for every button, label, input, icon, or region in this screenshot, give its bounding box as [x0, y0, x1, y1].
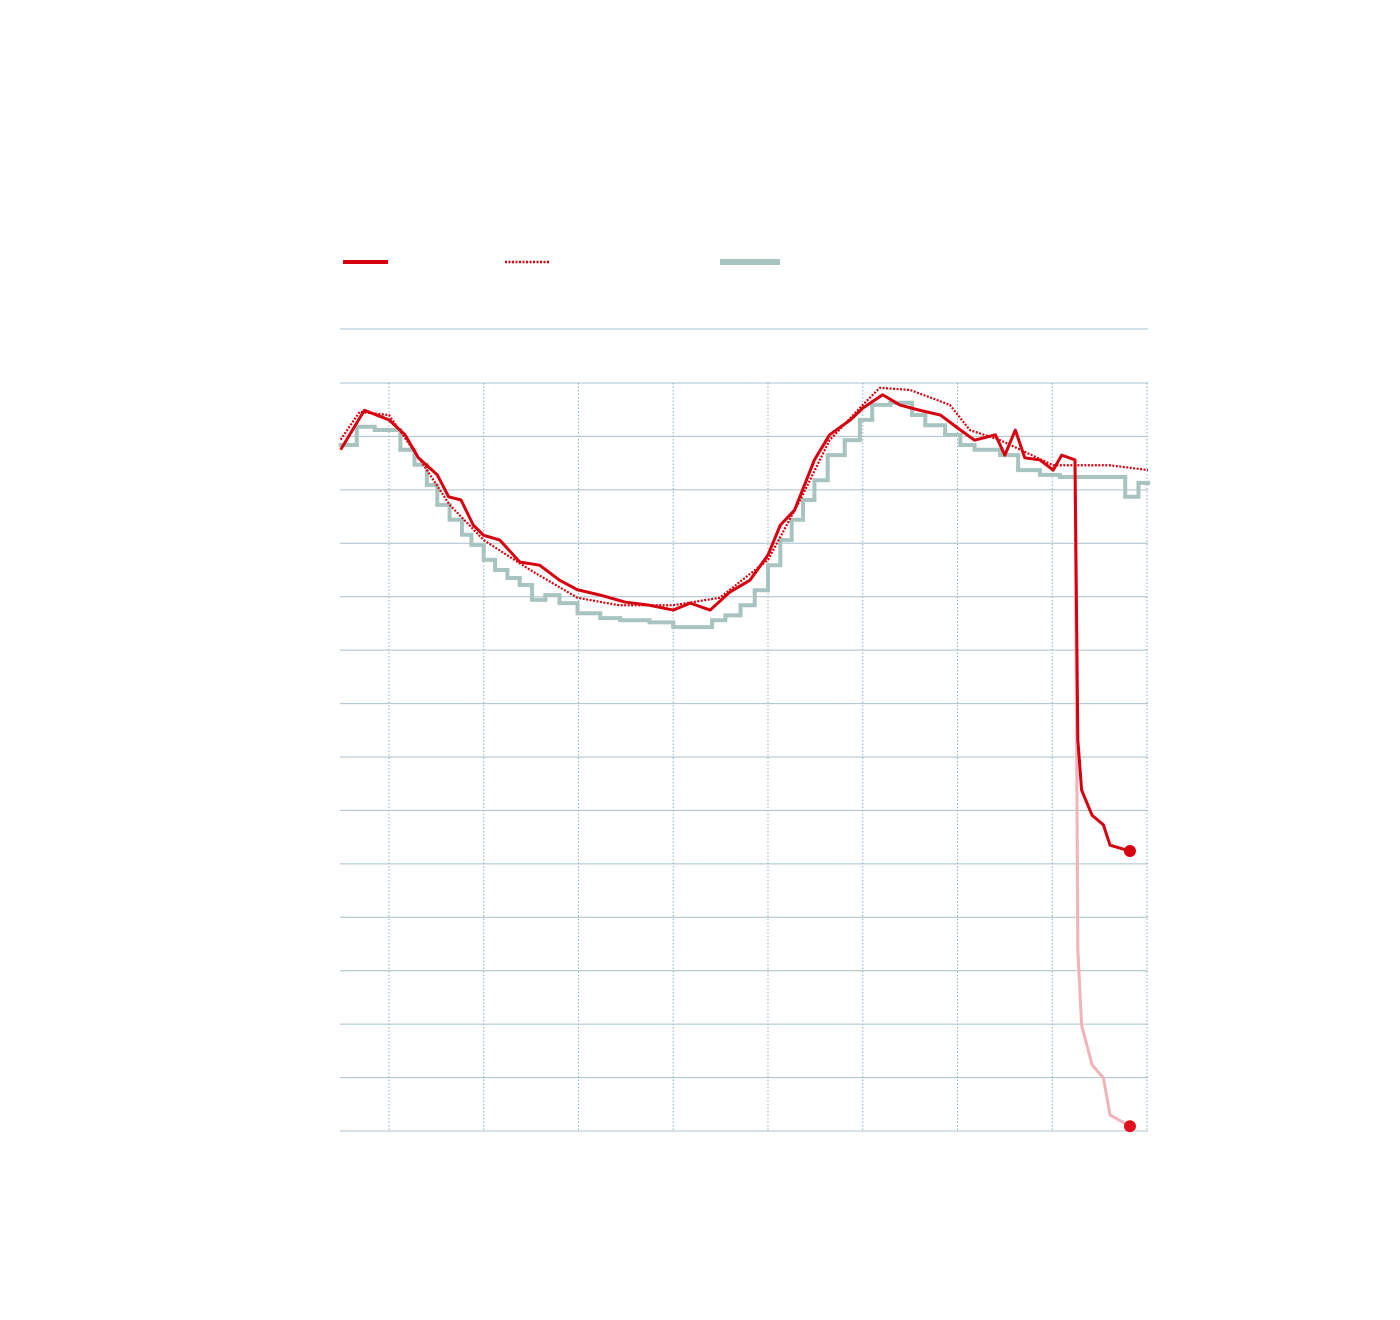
plot-area — [338, 386, 1150, 1133]
end-marker — [1123, 845, 1136, 858]
step-riser — [354, 402, 1141, 628]
grid — [340, 382, 1148, 1132]
series-line — [339, 386, 1149, 607]
series-line — [1073, 459, 1131, 1128]
end-marker — [1123, 1120, 1136, 1133]
series-line — [339, 393, 1131, 853]
